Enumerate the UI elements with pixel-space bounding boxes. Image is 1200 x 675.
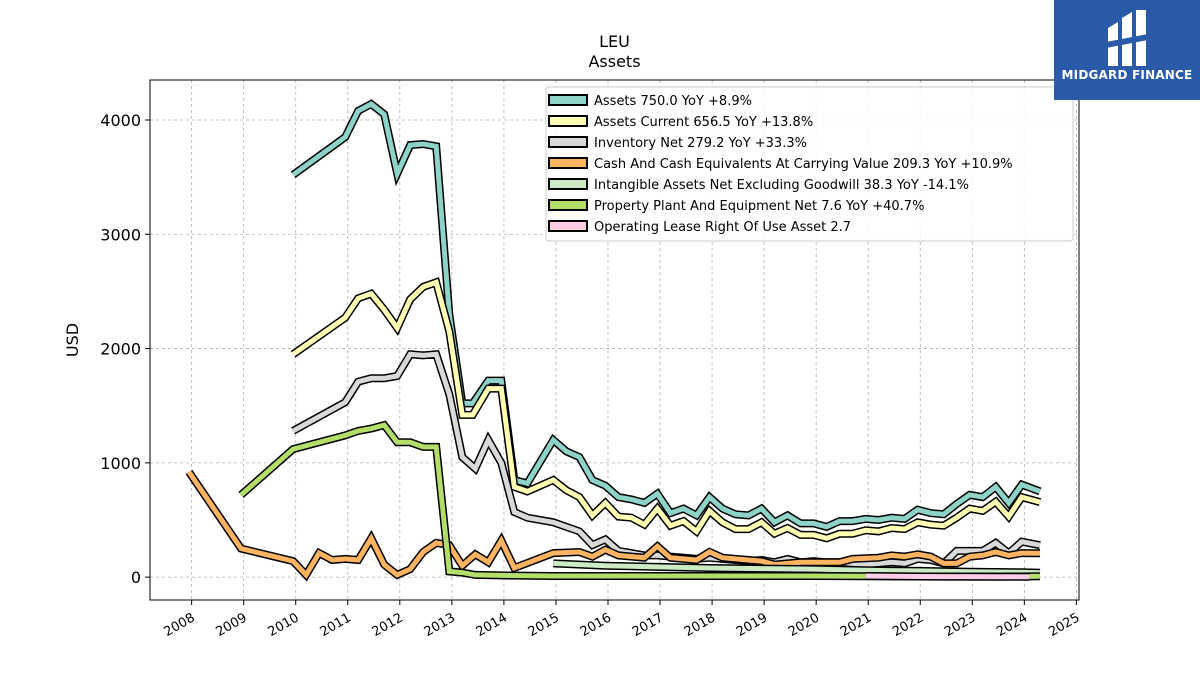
x-tick-label: 2011 [318,610,354,640]
x-tick-label: 2013 [422,610,458,640]
x-tick-label: 2019 [734,610,770,640]
midgard-finance-logo: MIDGARD FINANCE [1054,0,1200,100]
legend-swatch-2 [548,136,588,148]
y-tick-label: 3000 [100,225,141,244]
legend-swatch-1 [548,115,588,127]
legend-swatch-0 [548,94,588,106]
legend-swatch-3 [548,157,588,169]
legend-label-6: Operating Lease Right Of Use Asset 2.7 [594,220,851,235]
series-line-0 [291,101,1041,530]
x-tick-label: 2017 [630,610,666,640]
legend-label-5: Property Plant And Equipment Net 7.6 YoY… [594,199,924,214]
y-tick-label: 1000 [100,454,141,473]
midgard-logo-icon [1106,10,1148,66]
series-line-4 [553,560,1041,576]
x-tick-label: 2025 [1046,610,1082,640]
legend-label-3: Cash And Cash Equivalents At Carrying Va… [594,157,1013,172]
series-outline-1 [290,277,1042,543]
legend-label-4: Intangible Assets Net Excluding Goodwill… [594,178,969,193]
x-tick-label: 2021 [838,610,874,640]
x-tick-label: 2012 [370,610,406,640]
plot-frame [149,79,1080,601]
series-line-3 [186,470,1041,580]
x-tick-label: 2020 [786,610,822,640]
x-tick-label: 2018 [682,610,718,640]
chart-subtitle: Assets [588,52,640,71]
series-outline-2 [291,350,1041,569]
x-tick-label: 2016 [578,610,614,640]
x-tick-label: 2024 [994,610,1030,640]
y-axis: 0 1000 2000 3000 4000 [100,111,150,587]
y-tick-label: 0 [131,568,141,587]
series-line-2 [291,351,1041,568]
series-line-6 [865,573,1030,580]
series-line-1 [291,279,1041,541]
x-tick-label: 2023 [942,610,978,640]
y-tick-label: 4000 [100,111,141,130]
x-tick-label: 2010 [266,610,302,640]
y-axis-label: USD [63,323,82,357]
legend-box [545,86,1074,242]
x-tick-label: 2009 [214,610,250,640]
legend: Assets 750.0 YoY +8.9% Assets Current 656… [545,86,1074,242]
logo-text: MIDGARD FINANCE [1061,68,1193,82]
legend-label-2: Inventory Net 279.2 YoY +33.3% [594,136,807,151]
legend-label-1: Assets Current 656.5 YoY +13.8% [594,115,813,130]
legend-swatch-5 [548,199,588,211]
x-tick-label: 2022 [890,610,926,640]
x-axis: 2008 2009 2010 2011 2012 2013 2014 2015 2016 2017… [161,600,1082,640]
x-tick-label: 2014 [474,610,510,640]
legend-swatch-6 [548,220,588,232]
y-tick-label: 2000 [100,340,141,359]
series-lines [185,99,1042,582]
x-tick-label: 2015 [526,610,562,640]
legend-label-0: Assets 750.0 YoY +8.9% [594,94,752,109]
chart-title: LEU [599,32,630,51]
legend-swatch-4 [548,178,588,190]
x-tick-label: 2008 [161,610,197,640]
